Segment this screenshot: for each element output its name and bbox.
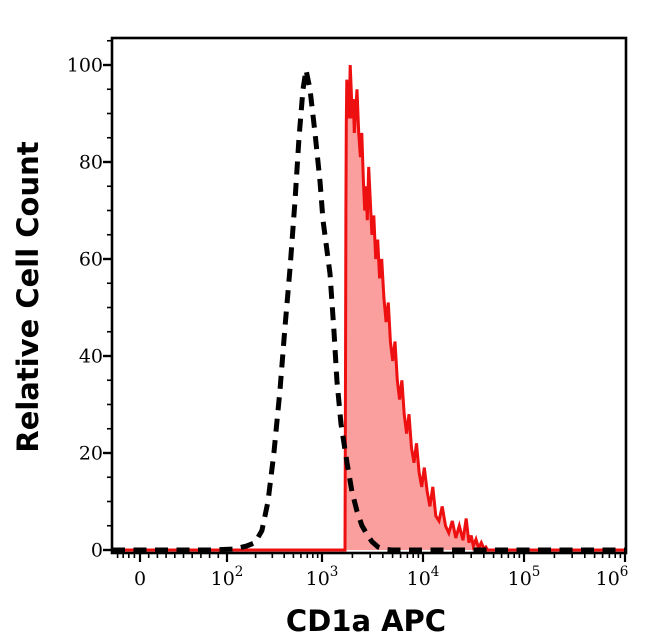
- x-tick-label: 0: [134, 568, 146, 590]
- sample-histogram-fill: [112, 65, 625, 550]
- y-tick-label: 0: [91, 540, 103, 562]
- x-tick-label: 102: [211, 564, 244, 590]
- x-tick-label: 106: [596, 564, 629, 590]
- histogram-curves: [112, 64, 625, 553]
- x-tick-label: 103: [306, 564, 339, 590]
- y-tick-label: 80: [79, 152, 103, 174]
- sample-histogram-outline: [112, 64, 625, 553]
- x-tick-label: 105: [508, 564, 541, 590]
- axis-tick-labels: 0 102 103 104 105 106 0 20 40 60 80 100: [67, 55, 629, 591]
- y-tick-label: 20: [79, 443, 103, 465]
- y-axis-title: Relative Cell Count: [11, 141, 45, 452]
- x-axis-title: CD1a APC: [286, 604, 446, 638]
- plot-frame: [110, 36, 628, 555]
- y-tick-label: 60: [79, 249, 103, 271]
- y-tick-label: 100: [67, 55, 103, 77]
- x-tick-label: 104: [407, 564, 440, 590]
- axis-tick-marks: [103, 39, 627, 562]
- y-tick-label: 40: [79, 346, 103, 368]
